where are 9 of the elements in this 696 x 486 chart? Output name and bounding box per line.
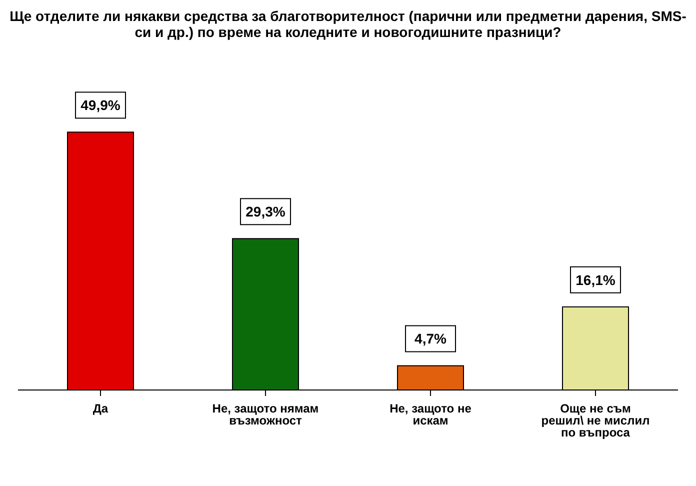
chart-title: Ще отделите ли някакви средства за благотворителност (парични или предметни дарения, SMS-си и др.) по време на коледните и новогодишните празници? bbox=[8, 8, 688, 40]
data-label: 29,3% bbox=[246, 204, 286, 220]
data-label: 16,1% bbox=[576, 272, 616, 288]
x-tick-label: Не, защото нямам възможност bbox=[212, 402, 319, 428]
x-tick-label: Не, защото не искам bbox=[390, 402, 472, 428]
x-tick-label: Още не съм решил\ не мислил по въпроса bbox=[541, 402, 650, 440]
x-tick-label: Да bbox=[92, 402, 108, 416]
data-label: 4,7% bbox=[414, 330, 447, 347]
data-label: 49,9% bbox=[80, 97, 121, 114]
